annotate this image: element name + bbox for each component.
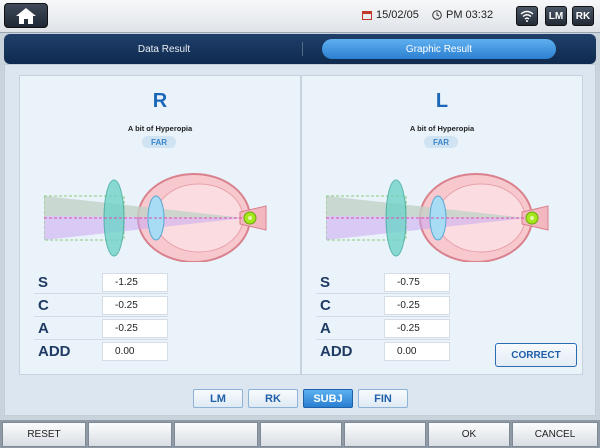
label-a: A xyxy=(320,320,331,337)
label-add: ADD xyxy=(38,343,71,360)
value-s-left: -0.75 xyxy=(384,273,450,292)
clock-icon xyxy=(432,10,442,20)
date-display: 15/02/05 xyxy=(362,9,419,21)
eye-letter-left: L xyxy=(435,90,449,112)
eye-diagram-left xyxy=(326,173,549,262)
value-a-right: -0.25 xyxy=(102,319,168,338)
lens-cone-top xyxy=(326,196,526,218)
lm-top-button[interactable]: LM xyxy=(545,6,567,26)
far-badge-left: FAR xyxy=(424,136,458,148)
correct-button[interactable]: CORRECT xyxy=(495,343,577,367)
reset-button[interactable]: RESET xyxy=(2,422,86,447)
tab-divider xyxy=(302,42,303,56)
label-c: C xyxy=(320,297,331,314)
tab-data-result[interactable]: Data Result xyxy=(137,43,191,55)
left-eye-panel: L A bit of Hyperopia FAR S -0.75 C - xyxy=(301,75,583,375)
mode-subj-button[interactable]: SUBJ xyxy=(303,389,353,408)
label-c: C xyxy=(38,297,49,314)
date-text: 15/02/05 xyxy=(376,9,419,21)
mode-rk-button[interactable]: RK xyxy=(248,389,298,408)
focus-center xyxy=(248,216,252,220)
mode-fin-button[interactable]: FIN xyxy=(358,389,408,408)
row-divider xyxy=(34,316,168,317)
result-tab-bar: Data Result Graphic Result xyxy=(4,34,596,64)
calendar-icon xyxy=(362,11,372,20)
row-divider xyxy=(316,293,450,294)
home-icon xyxy=(16,7,36,24)
top-bar: 15/02/05 PM 03:32 LM RK xyxy=(0,0,600,33)
far-badge-right: FAR xyxy=(142,136,176,148)
bottom-bar: RESET OK CANCEL xyxy=(0,420,600,448)
empty-button-2[interactable] xyxy=(174,422,258,447)
value-add-left: 0.00 xyxy=(384,342,450,361)
row-divider xyxy=(34,339,168,340)
wifi-button[interactable] xyxy=(516,6,538,26)
empty-button-1[interactable] xyxy=(88,422,172,447)
value-c-left: -0.25 xyxy=(384,296,450,315)
label-a: A xyxy=(38,320,49,337)
home-button[interactable] xyxy=(4,3,48,28)
diagnosis-text-left: A bit of Hyperopia xyxy=(409,124,475,133)
content-area: R A bit of Hyperopia FAR S -1.25 C - xyxy=(4,64,596,416)
time-display: PM 03:32 xyxy=(432,9,493,21)
diagnosis-text-right: A bit of Hyperopia xyxy=(127,124,193,133)
mode-button-row: LM RK SUBJ FIN xyxy=(5,385,595,411)
label-s: S xyxy=(38,274,49,291)
mode-lm-button[interactable]: LM xyxy=(193,389,243,408)
empty-button-3[interactable] xyxy=(260,422,342,447)
row-divider xyxy=(316,316,450,317)
eye-diagram-right xyxy=(44,173,267,262)
label-add: ADD xyxy=(320,343,353,360)
tab-graphic-result[interactable]: Graphic Result xyxy=(322,39,556,59)
cancel-button[interactable]: CANCEL xyxy=(512,422,598,447)
row-divider xyxy=(316,339,450,340)
lens-cone-top xyxy=(44,196,244,218)
focus-center xyxy=(530,216,534,220)
right-eye-panel: R A bit of Hyperopia FAR S -1.25 C - xyxy=(19,75,301,375)
value-c-right: -0.25 xyxy=(102,296,168,315)
wifi-icon xyxy=(520,10,534,22)
empty-button-4[interactable] xyxy=(344,422,426,447)
ok-button[interactable]: OK xyxy=(428,422,510,447)
rk-top-button[interactable]: RK xyxy=(572,6,594,26)
time-text: PM 03:32 xyxy=(446,9,494,21)
row-divider xyxy=(34,293,168,294)
value-add-right: 0.00 xyxy=(102,342,168,361)
value-s-right: -1.25 xyxy=(102,273,168,292)
value-a-left: -0.25 xyxy=(384,319,450,338)
eye-letter-right: R xyxy=(152,90,168,112)
label-s: S xyxy=(320,274,331,291)
